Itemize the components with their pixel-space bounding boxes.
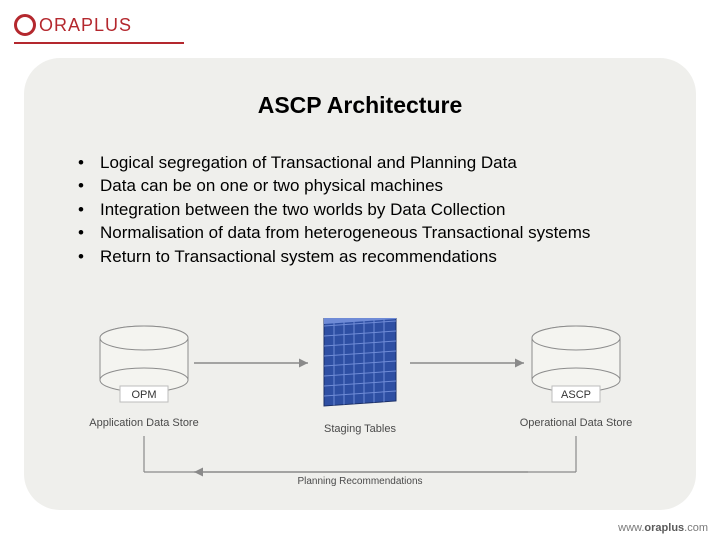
caption-right: Operational Data Store: [520, 417, 633, 429]
staging-tables-icon: [324, 318, 396, 406]
cylinder-right-icon: ASCP: [532, 326, 620, 402]
list-item: Integration between the two worlds by Da…: [78, 198, 652, 221]
footer-bold: oraplus: [644, 522, 684, 534]
list-item: Logical segregation of Transactional and…: [78, 151, 652, 174]
footer-url: www.oraplus.com: [618, 522, 708, 534]
list-item: Normalisation of data from heterogeneous…: [78, 221, 652, 244]
caption-left: Application Data Store: [89, 417, 198, 429]
logo-text: ORAPLUS: [39, 15, 132, 36]
list-item: Data can be on one or two physical machi…: [78, 174, 652, 197]
caption-center: Staging Tables: [324, 423, 396, 435]
list-item: Return to Transactional system as recomm…: [78, 245, 652, 268]
page-title: ASCP Architecture: [24, 92, 696, 119]
content-card: ASCP Architecture Logical segregation of…: [24, 58, 696, 510]
logo-ring-icon: [14, 14, 36, 36]
logo: ORAPLUS: [14, 14, 132, 36]
architecture-diagram: OPM Application Data Store ASCP Operatio…: [66, 318, 654, 488]
cylinder-left-icon: OPM: [100, 326, 188, 402]
caption-bottom: Planning Recommendations: [297, 476, 422, 487]
cyl-left-label: OPM: [131, 389, 156, 401]
cyl-right-label: ASCP: [561, 389, 591, 401]
footer-prefix: www.: [618, 522, 644, 534]
footer-suffix: .com: [684, 522, 708, 534]
logo-underline: [14, 42, 184, 44]
bullet-list: Logical segregation of Transactional and…: [78, 151, 652, 268]
